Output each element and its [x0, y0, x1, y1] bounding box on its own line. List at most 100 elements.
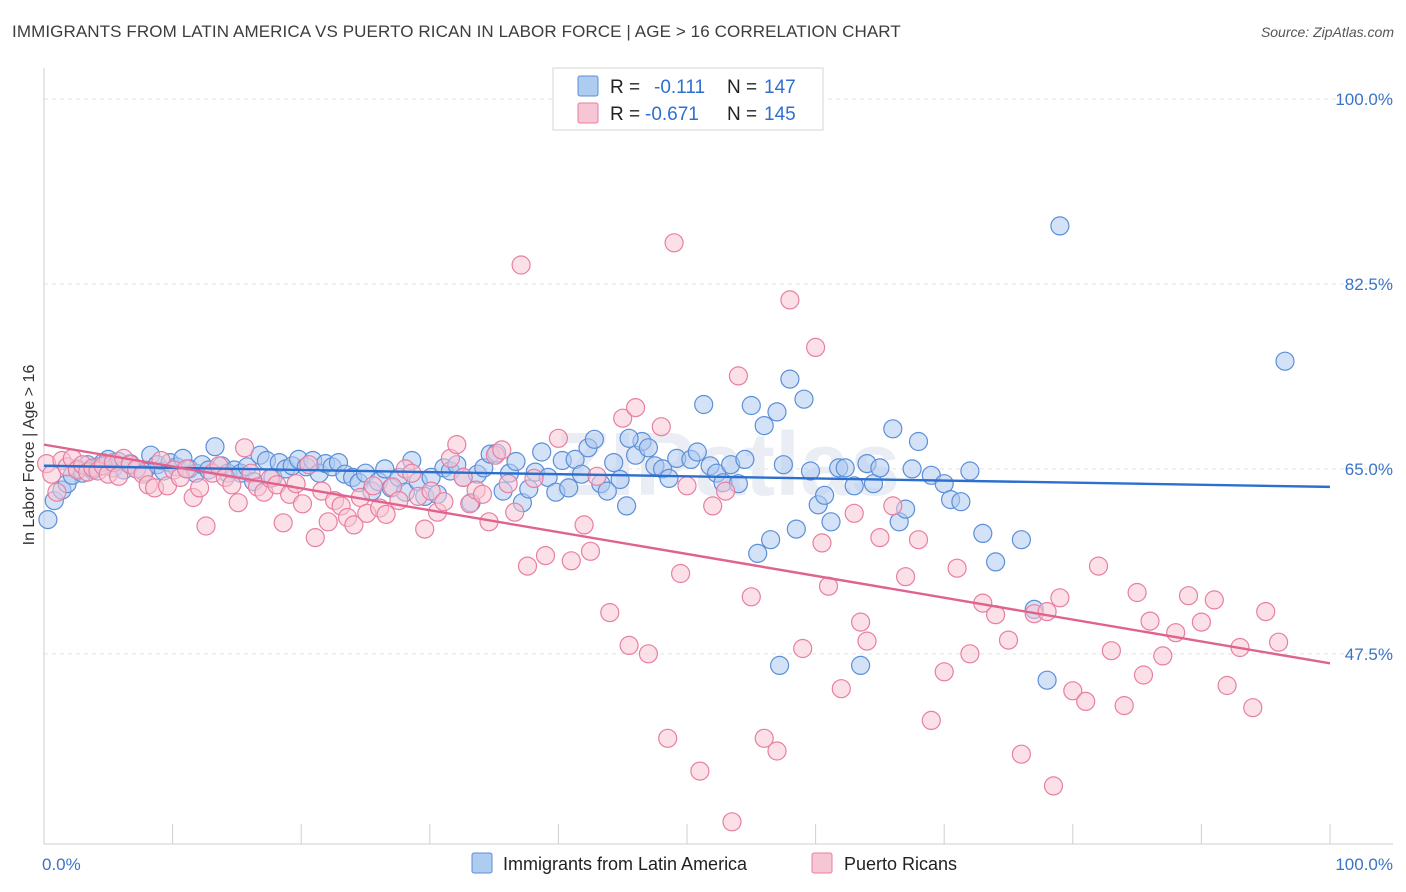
point-puerto-rican	[415, 519, 435, 539]
point-puerto-rican	[895, 567, 916, 587]
point-puerto-rican	[1063, 681, 1083, 701]
point-puerto-rican	[561, 551, 581, 571]
point-puerto-rican	[883, 496, 903, 516]
point-puerto-rican	[1204, 590, 1224, 610]
point-latin-america	[694, 394, 714, 415]
point-puerto-rican	[421, 481, 441, 501]
point-latin-america	[960, 461, 980, 481]
point-latin-america	[844, 476, 864, 496]
point-puerto-rican	[1140, 611, 1160, 631]
point-latin-america	[760, 530, 781, 550]
legend-swatch-puerto-rican	[577, 102, 599, 124]
point-puerto-rican	[780, 290, 800, 310]
data-points	[36, 216, 1295, 832]
point-puerto-rican	[1114, 695, 1134, 716]
point-latin-america	[1275, 351, 1295, 371]
point-puerto-rican	[690, 761, 710, 781]
point-latin-america	[38, 509, 58, 530]
point-puerto-rican	[1256, 601, 1276, 622]
point-puerto-rican	[517, 556, 538, 576]
point-latin-america	[800, 461, 821, 481]
legend-r-label: R =	[610, 104, 640, 125]
point-puerto-rican	[728, 366, 749, 386]
point-puerto-rican	[664, 233, 684, 253]
point-latin-america	[375, 459, 395, 479]
point-latin-america	[748, 543, 768, 564]
point-puerto-rican	[1101, 641, 1122, 661]
y-axis-label: In Labor Force | Age > 16	[21, 365, 38, 546]
point-puerto-rican	[318, 512, 338, 532]
point-puerto-rican	[1011, 744, 1032, 764]
point-puerto-rican	[1153, 646, 1173, 666]
point-puerto-rican	[1050, 588, 1070, 608]
point-latin-america	[735, 449, 755, 469]
x-tick-label: 0.0%	[42, 855, 81, 874]
point-puerto-rican	[670, 563, 691, 584]
legend-n-label: N =	[727, 77, 757, 98]
point-latin-america	[1050, 216, 1070, 236]
point-puerto-rican	[1037, 601, 1057, 622]
point-latin-america	[985, 552, 1006, 572]
point-puerto-rican	[870, 527, 890, 548]
trend-line-puerto-rican	[43, 443, 1331, 665]
point-puerto-rican	[524, 468, 544, 488]
point-puerto-rican	[472, 484, 493, 504]
point-puerto-rican	[812, 533, 832, 553]
point-latin-america	[1011, 530, 1032, 550]
point-puerto-rican	[574, 515, 594, 535]
point-latin-america	[584, 429, 605, 449]
point-puerto-rican	[447, 435, 467, 455]
point-puerto-rican	[715, 481, 736, 501]
point-puerto-rican	[1178, 586, 1199, 606]
series-legend: Immigrants from Latin America Puerto Ric…	[471, 852, 957, 874]
legend-n-value: 145	[764, 104, 796, 125]
x-tick-label: 100.0%	[1335, 855, 1393, 874]
point-puerto-rican	[793, 638, 813, 659]
trend-lines	[43, 443, 1331, 665]
point-latin-america	[769, 655, 790, 676]
point-latin-america	[604, 453, 624, 473]
legend-swatch-latin-america	[577, 75, 599, 97]
point-puerto-rican	[434, 492, 454, 512]
point-puerto-rican	[844, 503, 864, 523]
correlation-legend: R = -0.111 N = 147 R = -0.671 N = 145	[552, 67, 824, 131]
point-latin-america	[659, 468, 679, 488]
source-credit: Source: ZipAtlas.com	[1260, 24, 1394, 40]
y-tick-labels: 100.0% 82.5% 65.0% 47.5%	[1335, 90, 1393, 664]
point-puerto-rican	[850, 612, 871, 632]
point-puerto-rican	[1076, 691, 1096, 712]
legend-r-label: R =	[610, 77, 640, 98]
point-latin-america	[814, 485, 835, 505]
point-puerto-rican	[908, 530, 929, 550]
point-puerto-rican	[1133, 665, 1154, 685]
point-puerto-rican	[511, 255, 531, 275]
x-tick-labels: 0.0% 100.0%	[42, 855, 1393, 874]
point-puerto-rican	[273, 513, 293, 533]
point-latin-america	[687, 442, 707, 462]
point-puerto-rican	[1043, 776, 1064, 796]
point-latin-america	[786, 519, 806, 539]
point-puerto-rican	[548, 428, 569, 448]
legend-r-value: -0.111	[654, 77, 705, 98]
y-tick-label: 100.0%	[1335, 90, 1393, 109]
point-puerto-rican	[754, 728, 774, 748]
point-latin-america	[754, 416, 774, 436]
point-puerto-rican	[1191, 612, 1212, 632]
point-puerto-rican	[286, 474, 306, 494]
point-puerto-rican	[1217, 675, 1237, 696]
y-tick-label: 47.5%	[1345, 645, 1393, 664]
point-latin-america	[973, 523, 993, 544]
point-puerto-rican	[767, 741, 787, 761]
point-latin-america	[619, 428, 639, 448]
point-puerto-rican	[658, 728, 678, 748]
point-puerto-rican	[402, 463, 422, 483]
point-puerto-rican	[587, 466, 607, 486]
point-puerto-rican	[492, 440, 512, 460]
point-latin-america	[205, 437, 225, 457]
point-puerto-rican	[703, 496, 723, 516]
legend-n-value: 147	[764, 77, 796, 98]
point-puerto-rican	[1268, 632, 1289, 652]
point-puerto-rican	[196, 516, 216, 536]
point-latin-america	[934, 474, 954, 494]
point-puerto-rican	[998, 630, 1019, 650]
